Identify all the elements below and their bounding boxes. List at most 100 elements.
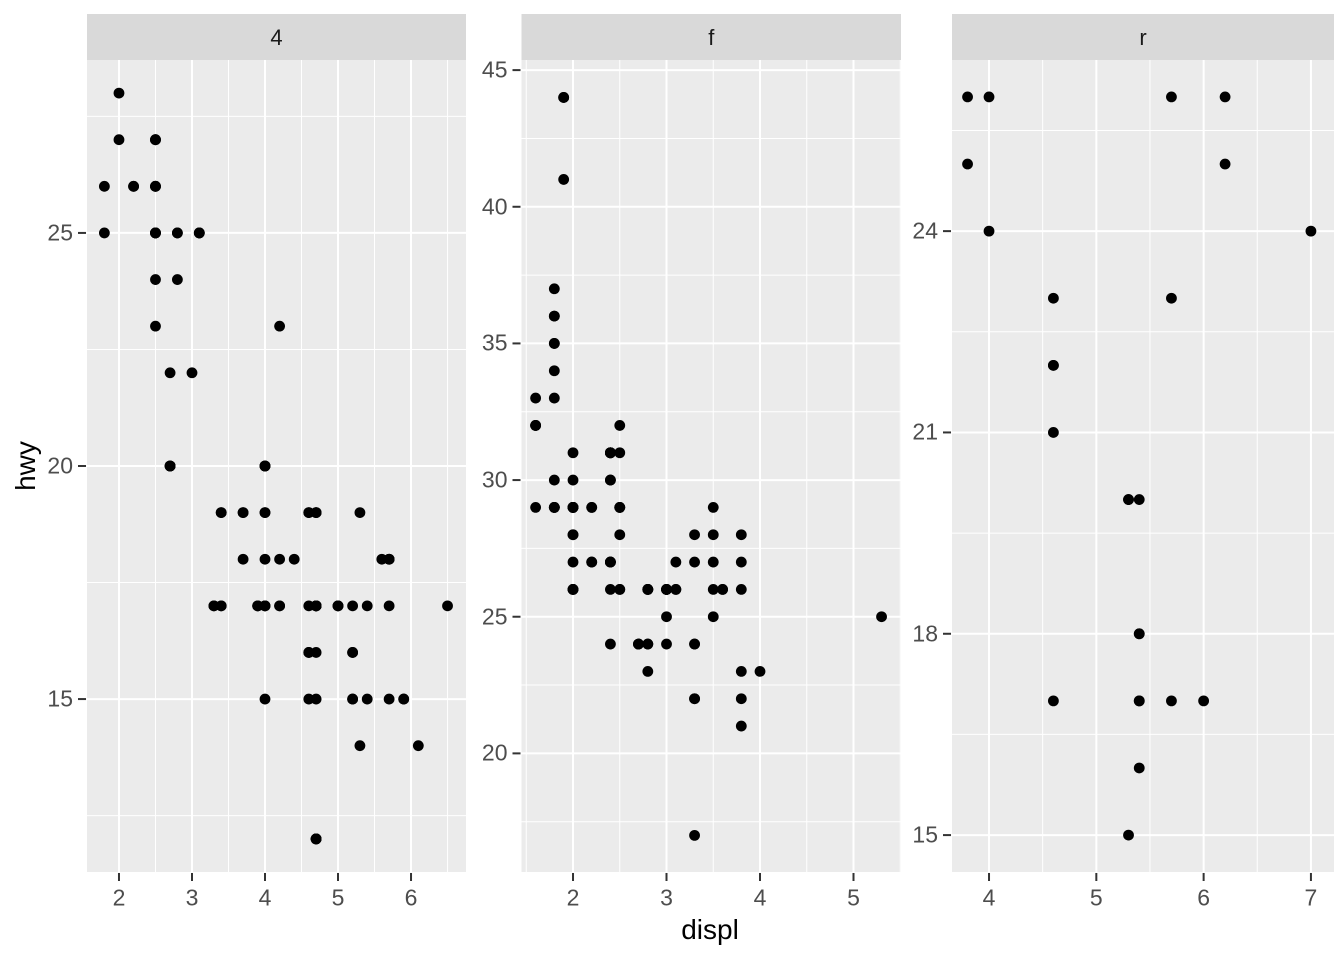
- y-tick-label: 18: [912, 620, 938, 647]
- data-point: [383, 693, 395, 705]
- y-tick-label: 35: [481, 329, 508, 356]
- data-point: [398, 693, 410, 705]
- data-point: [689, 556, 700, 568]
- data-point: [164, 367, 176, 379]
- data-point: [150, 180, 161, 192]
- data-point: [354, 740, 366, 752]
- data-point: [237, 507, 249, 519]
- panel-background: [952, 60, 1334, 872]
- data-point: [548, 365, 560, 377]
- panel-background: [521, 60, 901, 872]
- data-point: [310, 833, 322, 845]
- y-tick-label: 30: [481, 466, 508, 493]
- x-tick-label: 6: [404, 884, 418, 911]
- data-point: [193, 227, 205, 239]
- data-point: [754, 665, 766, 677]
- x-tick-label: 6: [1197, 884, 1211, 911]
- data-point: [274, 553, 286, 565]
- data-point: [113, 134, 125, 146]
- data-point: [614, 583, 626, 595]
- data-point: [259, 460, 271, 472]
- y-axis-title: hwy: [10, 441, 41, 491]
- data-point: [735, 693, 747, 705]
- data-point: [332, 600, 344, 612]
- data-point: [876, 611, 887, 623]
- data-point: [237, 553, 249, 565]
- data-point: [548, 338, 560, 349]
- y-tick-label: 20: [47, 452, 73, 479]
- data-point: [558, 174, 570, 185]
- data-point: [983, 91, 995, 103]
- data-point: [614, 447, 626, 459]
- data-point: [614, 529, 626, 541]
- data-point: [128, 180, 139, 192]
- facet-strip: [521, 14, 901, 60]
- data-point: [347, 693, 359, 705]
- data-point: [1123, 829, 1134, 841]
- data-point: [614, 502, 626, 513]
- y-tick-label: 45: [481, 56, 508, 83]
- data-point: [171, 274, 183, 285]
- y-tick-label: 15: [47, 685, 73, 712]
- data-point: [567, 447, 579, 459]
- x-tick-label: 7: [1304, 884, 1318, 911]
- y-tick-label: 40: [481, 193, 508, 220]
- data-point: [1048, 695, 1059, 707]
- data-point: [259, 600, 271, 612]
- facet-strip-label-f: f: [708, 25, 715, 50]
- data-point: [962, 158, 973, 170]
- data-point: [642, 665, 654, 677]
- x-tick-label: 2: [566, 884, 580, 911]
- data-point: [383, 600, 395, 612]
- data-point: [548, 392, 560, 404]
- data-point: [567, 556, 579, 568]
- data-point: [661, 638, 672, 650]
- facet-strip: [952, 14, 1334, 60]
- data-point: [717, 583, 729, 595]
- data-point: [586, 556, 598, 568]
- data-point: [150, 274, 161, 285]
- facet-strip: [87, 14, 466, 60]
- data-point: [605, 638, 616, 650]
- data-point: [548, 502, 560, 513]
- data-point: [735, 720, 747, 732]
- data-point: [442, 600, 453, 612]
- data-point: [735, 665, 747, 677]
- data-point: [215, 600, 227, 612]
- data-point: [567, 474, 579, 486]
- x-tick-label: 5: [847, 884, 860, 911]
- data-point: [274, 600, 286, 612]
- data-point: [670, 583, 682, 595]
- data-point: [567, 529, 579, 541]
- data-point: [707, 529, 719, 541]
- data-point: [1048, 359, 1059, 371]
- data-point: [1123, 494, 1134, 505]
- x-tick-label: 5: [1089, 884, 1103, 911]
- data-point: [661, 611, 672, 623]
- data-point: [605, 474, 616, 486]
- data-point: [150, 320, 161, 332]
- y-tick-label: 21: [912, 418, 938, 445]
- data-point: [310, 693, 322, 705]
- data-point: [98, 180, 110, 192]
- data-point: [1166, 695, 1177, 707]
- data-point: [150, 134, 161, 146]
- data-point: [707, 502, 719, 513]
- data-point: [164, 460, 176, 472]
- data-point: [633, 638, 644, 650]
- y-tick-label: 25: [47, 219, 73, 246]
- data-point: [1198, 695, 1210, 707]
- data-point: [1133, 762, 1145, 774]
- data-point: [412, 740, 424, 752]
- data-point: [113, 87, 125, 99]
- x-axis-title: displ: [681, 914, 739, 945]
- data-point: [288, 553, 300, 565]
- data-point: [361, 693, 373, 705]
- data-point: [1305, 225, 1317, 237]
- data-point: [548, 283, 560, 295]
- y-tick-label: 20: [481, 739, 508, 766]
- data-point: [1166, 91, 1177, 103]
- data-point: [310, 647, 322, 658]
- data-point: [670, 556, 682, 568]
